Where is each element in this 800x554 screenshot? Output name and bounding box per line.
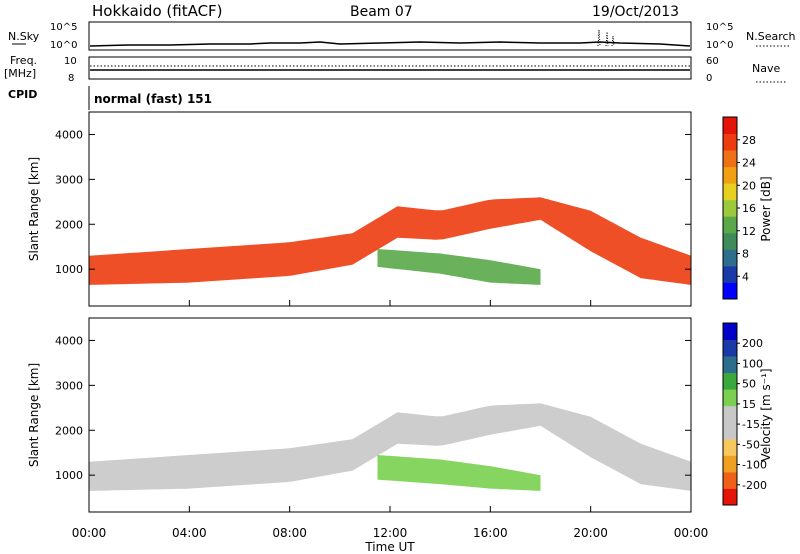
power-heatmap-marks [89,197,691,285]
xaxis-label: Time UT [364,540,415,554]
power-band-0 [89,197,541,285]
power-colorbar-label-5: 8 [742,248,749,261]
velocity-ytick-label-0: 1000 [55,469,83,482]
power-colorbar-cell-2 [723,249,737,267]
power-ytick-label-1: 2000 [55,218,83,231]
velocity-band-1 [540,403,691,491]
velocity-colorbar-cell-1 [723,471,737,489]
velocity-colorbar-frame [722,322,738,506]
freq-panel: Freq. [MHz] 10 8 60 0 Nave [4,54,786,84]
velocity-ytick-label-3: 4000 [55,334,83,347]
power-colorbar-label: Power [dB] [759,176,773,241]
xtick-label-6: 00:00 [674,526,709,540]
freq-label: Freq. [10,54,37,67]
cpid-value: normal (fast) 151 [94,92,212,106]
power-colorbar-label-6: 4 [742,270,749,283]
nsearch-label: N.Search [746,30,796,43]
power-band-1 [540,197,691,285]
velocity-ytick-label-1: 2000 [55,424,83,437]
power-colorbar-cell-3 [723,232,737,250]
power-colorbar-label-1: 24 [742,157,756,170]
nsearch-trace [597,29,615,47]
velocity-colorbar-label: Velocity [m s⁻¹] [759,368,773,461]
beam-title: Beam 07 [350,4,413,20]
sky-tick-left-bottom: 10^0 [50,40,77,51]
power-colorbar-cell-6 [723,183,737,201]
power-y-axis: 1000 2000 3000 4000 [55,128,691,276]
power-ytick-label-3: 4000 [55,128,83,141]
velocity-ytick-label-2: 3000 [55,379,83,392]
velocity-colorbar-cell-0 [723,488,737,506]
xtick-label-4: 16:00 [473,526,508,540]
power-colorbar-cell-8 [723,150,737,168]
velocity-ylabel: Slant Range [km] [27,363,41,467]
power-colorbar-cell-5 [723,199,737,217]
nave-tick-top: 60 [706,56,719,67]
velocity-colorbar-cell-4 [723,422,737,440]
velocity-colorbar-label-6: -100 [742,459,767,472]
velocity-colorbar-label-0: 200 [742,337,763,350]
velocity-colorbar-cell-5 [723,405,737,423]
power-colorbar: 28 24 20 16 12 8 4 [722,116,756,300]
velocity-colorbar-cell-7 [723,372,737,390]
power-ytick-label-2: 3000 [55,173,83,186]
freq-tick-top: 10 [64,56,77,67]
power-colorbar-label-4: 12 [742,225,756,238]
velocity-colorbar-label-5: -50 [742,438,760,451]
velocity-panel: 1000 2000 3000 4000 Slant Range [km] 200 100… [27,317,773,513]
nave-label: Nave [752,62,780,75]
velocity-colorbar-label-3: 15 [742,398,756,411]
time-x-axis: 00:00 04:00 08:00 12:00 16:00 20:00 00:00 [72,300,709,540]
sky-tick-left-top: 10^5 [50,22,77,33]
velocity-heatmap-marks [89,403,691,491]
power-colorbar-cell-7 [723,166,737,184]
velocity-colorbar-label-7: -200 [742,479,767,492]
power-colorbar-cell-10 [723,117,737,134]
velocity-colorbar-cell-6 [723,389,737,407]
velocity-colorbar-cell-2 [723,455,737,473]
velocity-colorbar-label-1: 100 [742,357,763,370]
freq-tick-bottom: 8 [68,73,74,84]
velocity-colorbar-label-4: -15 [742,418,760,431]
velocity-colorbar-cell-8 [723,356,737,374]
cpid-label: CPID [8,88,37,101]
xtick-label-0: 00:00 [72,526,107,540]
power-colorbar-cell-4 [723,216,737,234]
velocity-colorbar-cell-9 [723,339,737,357]
nave-tick-bottom: 0 [706,73,712,84]
power-ylabel: Slant Range [km] [27,157,41,261]
velocity-colorbar: 200 100 50 15 -15 -50 -100 -200 [722,322,767,506]
sky-panel: N.Sky N.Search 10^5 10^0 10^5 10^0 [8,21,796,51]
power-ytick-label-0: 1000 [55,263,83,276]
sky-tick-right-top: 10^5 [706,22,733,33]
power-panel: 1000 2000 3000 4000 Slant Range [km] 28 24 20… [27,111,773,307]
power-colorbar-label-2: 20 [742,179,756,192]
power-band-2 [377,249,541,285]
xtick-label-3: 12:00 [373,526,408,540]
power-colorbar-cell-0 [723,282,737,300]
nsky-label: N.Sky [8,30,40,43]
power-colorbar-cell-1 [723,265,737,283]
velocity-colorbar-cell-3 [723,438,737,456]
velocity-colorbar-label-2: 50 [742,378,756,391]
power-colorbar-label-3: 16 [742,202,756,215]
velocity-y-axis: 1000 2000 3000 4000 [55,334,691,482]
xtick-label-5: 20:00 [573,526,608,540]
velocity-colorbar-cell-10 [723,323,737,340]
velocity-band-2 [377,455,541,491]
power-colorbar-label-0: 28 [742,134,756,147]
velocity-band-0 [89,403,541,491]
date-title: 19/Oct/2013 [592,4,679,20]
xtick-label-2: 08:00 [272,526,307,540]
station-title: Hokkaido (fitACF) [92,2,223,20]
power-colorbar-cell-9 [723,133,737,151]
freq-unit-label: [MHz] [4,67,36,80]
xtick-label-1: 04:00 [172,526,207,540]
sky-tick-right-bottom: 10^0 [706,40,733,51]
